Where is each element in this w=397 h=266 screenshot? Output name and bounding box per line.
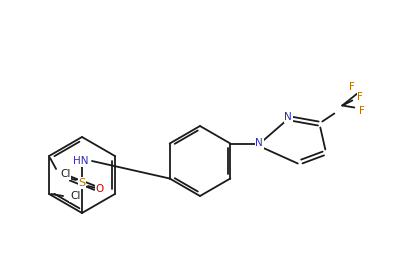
- Text: Cl: Cl: [70, 191, 80, 201]
- Text: N: N: [255, 139, 263, 148]
- Text: HN: HN: [73, 156, 89, 166]
- Text: S: S: [79, 178, 86, 188]
- Text: O: O: [96, 184, 104, 194]
- Text: F: F: [359, 106, 365, 115]
- Text: F: F: [349, 82, 355, 93]
- Text: O: O: [60, 172, 68, 182]
- Text: F: F: [357, 93, 363, 102]
- Text: N: N: [284, 113, 292, 123]
- Text: Cl: Cl: [60, 169, 70, 179]
